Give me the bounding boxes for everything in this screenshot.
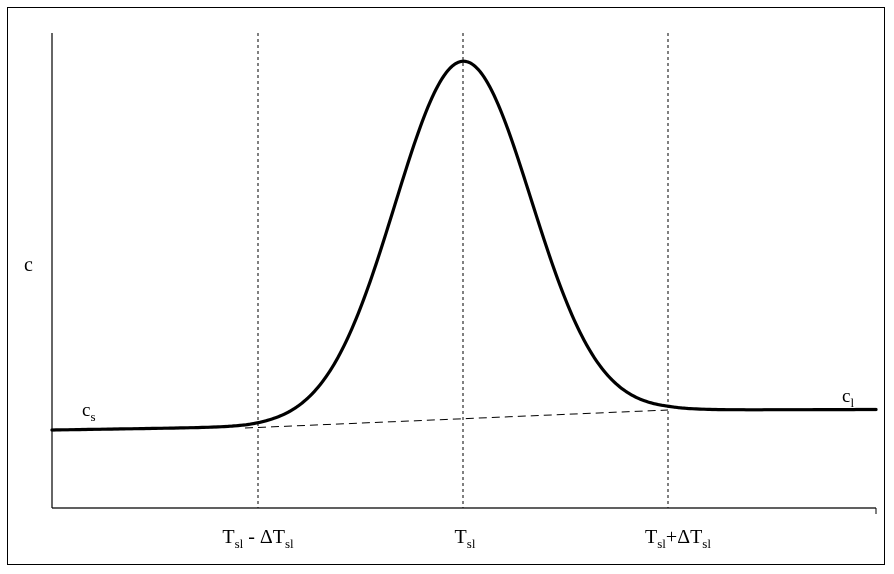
x-label-text: T: [455, 526, 467, 548]
x-label-text: T: [222, 526, 234, 548]
x-label-subscript: sl: [285, 536, 294, 551]
baseline-dashed: [244, 409, 669, 429]
level-label-right: cl: [842, 386, 854, 410]
x-label-lower: Tsl - ΔTsl: [222, 526, 294, 551]
x-label-subscript: sl: [657, 536, 666, 551]
level-label-left: cs: [82, 400, 96, 424]
x-label-upper: Tsl+ΔTsl: [645, 526, 711, 551]
y-axis-label: c: [24, 254, 33, 276]
diagram-frame: [7, 7, 885, 565]
x-label-subscript: sl: [702, 536, 711, 551]
x-label-subscript: sl: [235, 536, 244, 551]
x-label-center: Tsl: [455, 526, 476, 551]
x-label-subscript: sl: [467, 536, 476, 551]
x-label-text: T: [645, 526, 657, 548]
peak-curve: [50, 59, 878, 432]
x-label-text: - ΔT: [243, 526, 285, 548]
x-label-text: +ΔT: [666, 526, 702, 548]
